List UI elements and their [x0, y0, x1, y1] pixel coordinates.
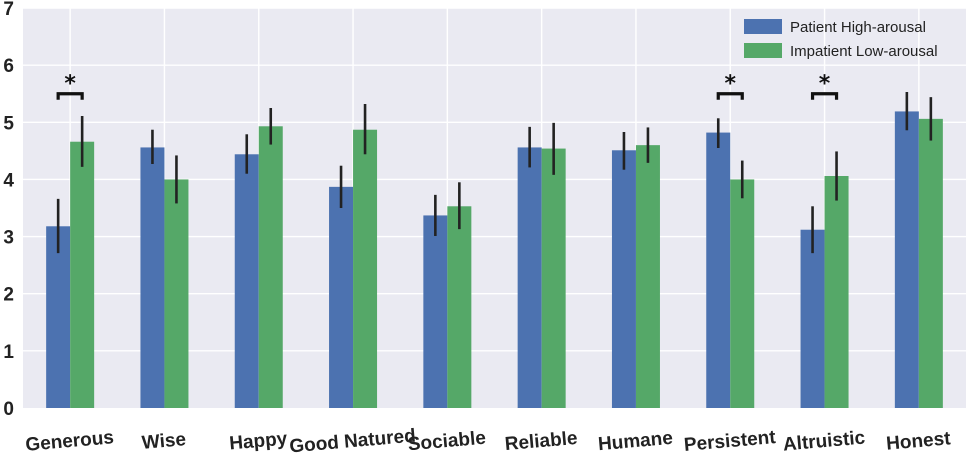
y-tick-label: 4 [3, 170, 14, 191]
x-tick-label: Wise [141, 429, 187, 454]
bar [46, 226, 71, 408]
legend-swatch-impatient-low-arousal [744, 43, 782, 58]
y-tick-label: 7 [3, 0, 14, 20]
legend: Patient High-arousal Impatient Low-arous… [744, 19, 938, 60]
significance-bracket [810, 92, 839, 100]
bars-group [46, 111, 943, 409]
y-tick-label: 2 [3, 285, 14, 306]
bar [730, 179, 755, 408]
significance-star: * [64, 72, 76, 97]
bar [164, 179, 189, 408]
significance-star: * [724, 72, 736, 97]
significance-bracket [716, 92, 744, 100]
x-tick-label: Honest [885, 428, 952, 455]
x-tick-label: Happy [228, 428, 288, 454]
x-tick-label: Humane [597, 428, 674, 455]
y-tick-label: 6 [3, 56, 14, 77]
legend-label-patient-high-arousal: Patient High-arousal [790, 19, 926, 36]
bar [423, 215, 448, 408]
bar [140, 147, 165, 408]
bar [541, 148, 566, 409]
x-tick-label: Altruistic [782, 427, 866, 455]
bar [611, 150, 636, 409]
bar [258, 126, 283, 409]
x-tick-label: Persistent [683, 427, 777, 456]
bar [824, 176, 849, 408]
bar [800, 229, 825, 408]
bar [447, 206, 472, 408]
x-tick-label: Sociable [407, 428, 487, 456]
bar [70, 141, 95, 408]
y-tick-label: 0 [3, 399, 14, 420]
x-tick-label: Reliable [504, 428, 578, 455]
y-tick-label: 3 [3, 228, 14, 249]
x-tick-label: Generous [25, 427, 115, 456]
legend-swatch-patient-high-arousal [744, 19, 782, 34]
y-axis-ticks: 0 1 2 3 4 5 6 7 [3, 0, 14, 420]
bar [635, 145, 660, 408]
y-tick-label: 5 [3, 113, 14, 134]
bar [329, 186, 354, 408]
significance-annotations: * * * [56, 72, 839, 100]
bar [234, 154, 259, 408]
significance-bracket [56, 92, 84, 100]
error-bars-group [56, 92, 933, 254]
x-tick-label: Good Natured [289, 426, 417, 458]
bar [517, 147, 542, 408]
significance-star: * [819, 72, 831, 97]
bar [894, 111, 919, 408]
legend-label-impatient-low-arousal: Impatient Low-arousal [790, 43, 938, 60]
bar [918, 118, 943, 408]
y-tick-label: 1 [3, 342, 14, 363]
bar [706, 132, 731, 409]
bar [353, 129, 378, 408]
